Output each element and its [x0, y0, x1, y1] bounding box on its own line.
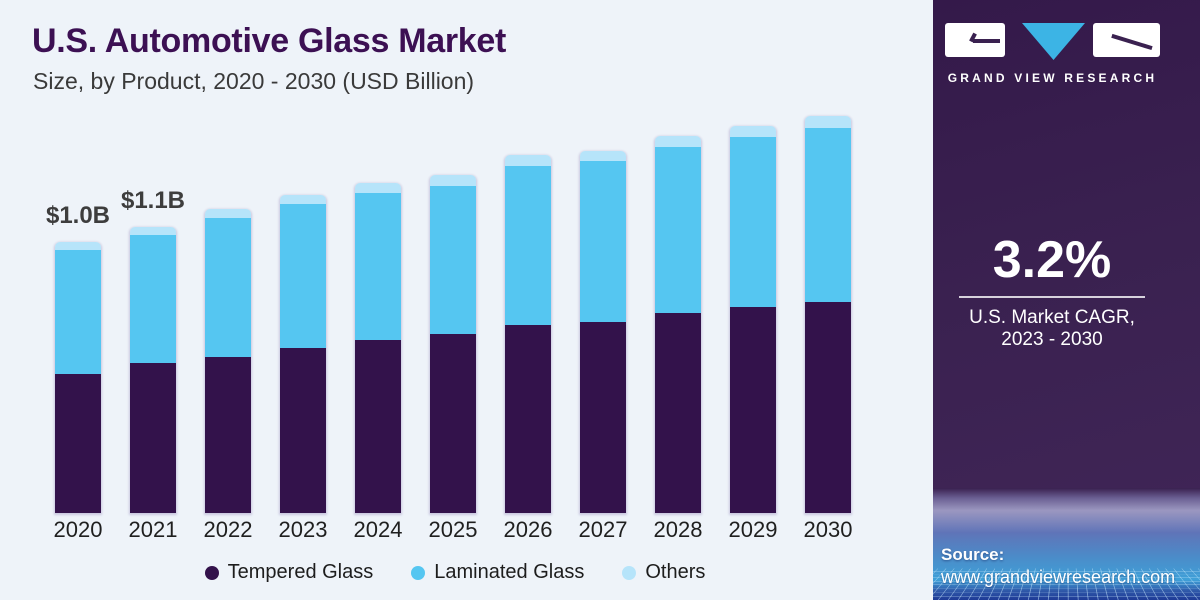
- cagr-label-line2: 2023 - 2030: [1001, 329, 1103, 350]
- legend-item-laminated-glass: Laminated Glass: [411, 561, 584, 584]
- mesh-graphic: [933, 488, 1200, 600]
- bar-group-2024: [355, 183, 401, 513]
- page-subtitle: Size, by Product, 2020 - 2030 (USD Billi…: [33, 68, 475, 94]
- x-axis-label-2025: 2025: [428, 517, 478, 542]
- chart-section: U.S. Automotive Glass Market Size, by Pr…: [0, 22, 910, 584]
- legend-item-tempered-glass: Tempered Glass: [204, 561, 374, 584]
- value-annotation-2020: $1.0B: [45, 202, 111, 229]
- bar-segment-laminated-glass: [130, 235, 176, 363]
- logo-r-block: [1093, 23, 1160, 57]
- bar-segment-laminated-glass: [805, 128, 851, 302]
- bar-segment-tempered-glass: [430, 334, 476, 513]
- value-annotation-2021: $1.1B: [120, 187, 186, 214]
- plot-area: 2020 2021 2022 2023 2024 2025 2026 2027 2028 2029…: [45, 116, 853, 542]
- legend: Tempered Glass Laminated Glass Others: [0, 561, 910, 584]
- legend-label: Laminated Glass: [434, 561, 585, 583]
- bar-segment-laminated-glass: [280, 204, 326, 348]
- legend-label: Others: [645, 561, 706, 583]
- bar-segment-others: [280, 195, 326, 204]
- bar-segment-tempered-glass: [505, 325, 551, 513]
- logo-g-block: [945, 23, 1005, 57]
- source-label: Source:: [941, 545, 1005, 564]
- x-axis-label-2027: 2027: [578, 517, 628, 542]
- bar-segment-tempered-glass: [205, 357, 251, 513]
- bar-segment-others: [355, 183, 401, 193]
- bar-segment-others: [55, 242, 101, 250]
- bar-segment-tempered-glass: [355, 340, 401, 513]
- x-axis-label-2026: 2026: [503, 517, 553, 542]
- legend-item-others: Others: [622, 561, 705, 584]
- bar-group-2028: [655, 136, 701, 513]
- bar-group-2021: [130, 227, 176, 513]
- bar-group-2026: [505, 155, 551, 513]
- bar-segment-others: [505, 155, 551, 166]
- bar-segment-laminated-glass: [355, 193, 401, 340]
- x-axis-label-2024: 2024: [353, 517, 403, 542]
- bar-group-2027: [580, 151, 626, 513]
- x-axis-label-2020: 2020: [53, 517, 103, 542]
- bar-segment-laminated-glass: [205, 218, 251, 357]
- legend-dot-icon: [204, 565, 219, 580]
- x-axis-label-2023: 2023: [278, 517, 328, 542]
- bar-segment-laminated-glass: [580, 161, 626, 322]
- bar-group-2030: [805, 116, 851, 513]
- x-axis-label-2030: 2030: [803, 517, 853, 542]
- bar-segment-others: [130, 227, 176, 235]
- bar-segment-laminated-glass: [55, 250, 101, 374]
- bar-segment-tempered-glass: [805, 302, 851, 513]
- bar-segment-tempered-glass: [730, 307, 776, 513]
- source-url[interactable]: www.grandviewresearch.com: [941, 567, 1176, 587]
- page-title: U.S. Automotive Glass Market: [32, 22, 507, 60]
- bar-segment-tempered-glass: [55, 374, 101, 513]
- bar-segment-others: [655, 136, 701, 147]
- bar-segment-tempered-glass: [655, 313, 701, 513]
- bar-segment-others: [430, 175, 476, 186]
- bar-group-2022: [205, 209, 251, 513]
- bar-segment-laminated-glass: [730, 137, 776, 307]
- x-axis-label-2022: 2022: [203, 517, 253, 542]
- bar-segment-tempered-glass: [130, 363, 176, 513]
- bar-segment-tempered-glass: [580, 322, 626, 513]
- bar-segment-others: [205, 209, 251, 218]
- bar-group-2020: [55, 242, 101, 513]
- bar-segment-laminated-glass: [505, 166, 551, 325]
- source-block: Source: www.grandviewresearch.com: [941, 544, 1175, 588]
- cagr-value: 3.2%: [992, 231, 1112, 289]
- bar-group-2029: [730, 126, 776, 513]
- right-panel: GRAND VIEW RESEARCH 3.2% U.S. Market CAG…: [933, 0, 1200, 600]
- x-axis-label-2028: 2028: [653, 517, 703, 542]
- cagr-divider: [959, 296, 1145, 298]
- bar-group-2025: [430, 175, 476, 513]
- bar-segment-others: [580, 151, 626, 161]
- bar-segment-others: [805, 116, 851, 128]
- bar-segment-others: [730, 126, 776, 137]
- gvr-logo: GRAND VIEW RESEARCH: [945, 23, 1160, 85]
- legend-label: Tempered Glass: [227, 561, 374, 583]
- legend-dot-icon: [411, 565, 426, 580]
- logo-v-triangle-icon: [1022, 23, 1085, 60]
- bar-segment-tempered-glass: [280, 348, 326, 513]
- x-axis-label-2029: 2029: [728, 517, 778, 542]
- bar-group-2023: [280, 195, 326, 513]
- x-axis-label-2021: 2021: [128, 517, 178, 542]
- bar-segment-laminated-glass: [430, 186, 476, 334]
- brand-name: GRAND VIEW RESEARCH: [947, 71, 1158, 85]
- cagr-block: 3.2% U.S. Market CAGR, 2023 - 2030: [933, 232, 1171, 351]
- cagr-label-line1: U.S. Market CAGR,: [969, 307, 1135, 328]
- bar-segment-laminated-glass: [655, 147, 701, 313]
- legend-dot-icon: [622, 565, 637, 580]
